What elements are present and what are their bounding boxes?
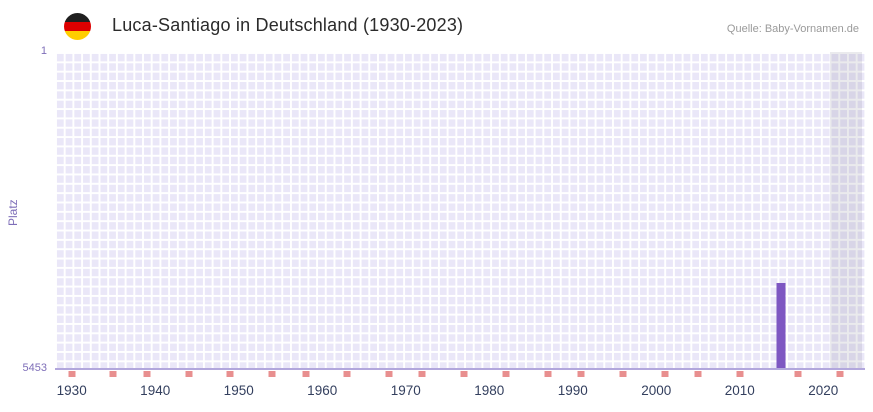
axis-marker[interactable] bbox=[343, 371, 351, 377]
x-axis-ticks: 1930 1940 1950 1960 1970 1980 1990 2000 2010 2020 bbox=[55, 383, 865, 403]
plot-area bbox=[55, 52, 865, 370]
chart-title: Luca-Santiago in Deutschland (1930-2023) bbox=[112, 15, 464, 35]
axis-marker[interactable] bbox=[302, 371, 309, 377]
x-tick-label: 1940 bbox=[140, 383, 171, 398]
x-tick-label: 1990 bbox=[557, 383, 588, 398]
rank-bar[interactable] bbox=[776, 283, 786, 368]
axis-marker[interactable] bbox=[577, 371, 585, 377]
x-tick-label: 1970 bbox=[390, 383, 421, 398]
axis-marker[interactable] bbox=[544, 371, 552, 377]
axis-marker[interactable] bbox=[143, 371, 151, 377]
axis-marker[interactable] bbox=[502, 371, 510, 377]
axis-marker[interactable] bbox=[109, 371, 117, 377]
y-tick-min: 5453 bbox=[22, 362, 47, 374]
axis-marker[interactable] bbox=[460, 371, 468, 377]
axis-marker[interactable] bbox=[268, 371, 276, 377]
x-tick-label: 2010 bbox=[724, 383, 755, 398]
x-tick-label: 2000 bbox=[641, 383, 672, 398]
y-axis-title: Platz bbox=[6, 199, 20, 226]
axis-marker[interactable] bbox=[694, 371, 702, 377]
axis-marker[interactable] bbox=[836, 371, 844, 377]
source-credit: Quelle: Baby-Vornamen.de bbox=[726, 23, 859, 35]
highlight-band-recent-years bbox=[829, 52, 862, 368]
x-tick-label: 1980 bbox=[474, 383, 505, 398]
axis-marker[interactable] bbox=[185, 371, 193, 377]
x-tick-label: 1930 bbox=[56, 383, 87, 398]
x-axis-marker-row bbox=[55, 371, 865, 378]
axis-marker[interactable] bbox=[619, 371, 627, 377]
axis-marker[interactable] bbox=[418, 371, 426, 377]
axis-marker[interactable] bbox=[385, 371, 393, 377]
axis-marker[interactable] bbox=[226, 371, 234, 377]
axis-marker[interactable] bbox=[794, 371, 802, 377]
y-tick-max: 1 bbox=[40, 45, 47, 57]
axis-marker[interactable] bbox=[661, 371, 669, 377]
x-tick-label: 1950 bbox=[223, 383, 254, 398]
axis-marker[interactable] bbox=[68, 371, 76, 377]
x-tick-label: 1960 bbox=[307, 383, 338, 398]
germany-flag-icon bbox=[64, 13, 91, 40]
x-tick-label: 2020 bbox=[808, 383, 839, 398]
axis-marker[interactable] bbox=[736, 371, 744, 377]
